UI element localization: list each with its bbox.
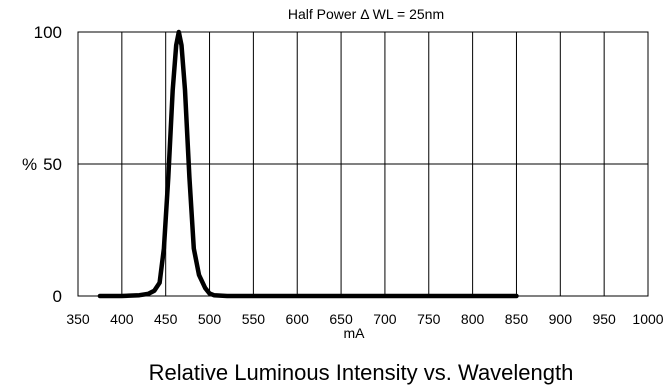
- y-tick-label: 50: [43, 155, 62, 174]
- x-tick-label: 450: [154, 311, 178, 327]
- x-tick-label: 750: [417, 311, 441, 327]
- x-tick-labels: 350 400 450 500 550 600 650 700 750 800 850 900 950 1…: [66, 311, 663, 327]
- grid-lines: [78, 32, 648, 296]
- x-tick-label: 950: [592, 311, 616, 327]
- x-tick-label: 1000: [632, 311, 663, 327]
- x-tick-label: 850: [505, 311, 529, 327]
- x-axis-label: mA: [344, 325, 366, 341]
- x-tick-label: 550: [242, 311, 266, 327]
- chart-title: Half Power Δ WL = 25nm: [288, 6, 444, 22]
- y-tick-labels: 0 50 100: [34, 23, 62, 306]
- y-tick-label: 0: [53, 287, 62, 306]
- y-axis-label: %: [22, 155, 37, 174]
- y-tick-label: 100: [34, 23, 62, 42]
- x-tick-label: 400: [110, 311, 134, 327]
- x-tick-label: 700: [373, 311, 397, 327]
- x-tick-label: 600: [286, 311, 310, 327]
- x-tick-label: 900: [549, 311, 573, 327]
- series-line: [97, 29, 519, 299]
- x-tick-label: 800: [461, 311, 485, 327]
- x-tick-label: 350: [66, 311, 90, 327]
- chart-caption: Relative Luminous Intensity vs. Waveleng…: [149, 360, 574, 385]
- x-tick-label: 650: [329, 311, 353, 327]
- x-tick-label: 500: [198, 311, 222, 327]
